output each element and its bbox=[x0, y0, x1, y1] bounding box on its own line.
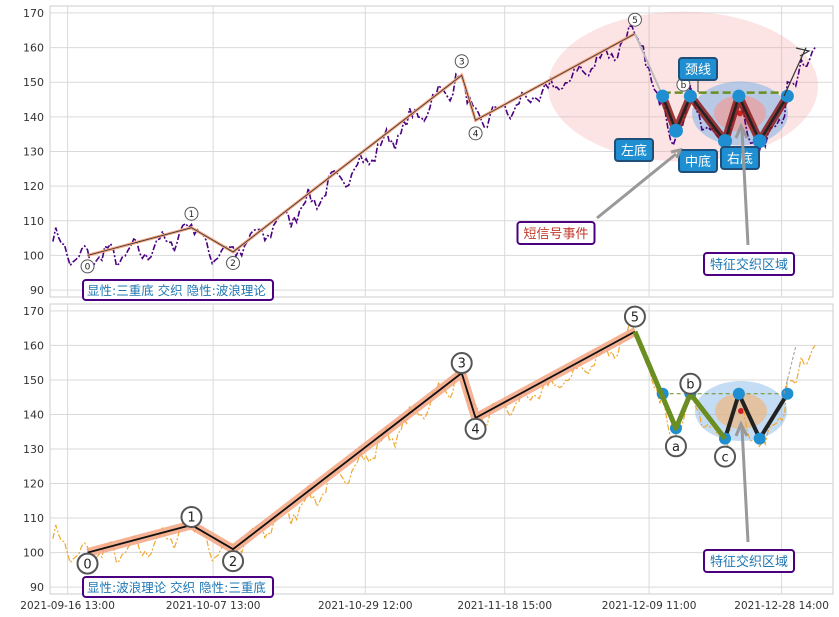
correction-label-circle bbox=[664, 435, 687, 458]
wave-label-circle bbox=[180, 505, 203, 528]
wave-line bbox=[87, 330, 636, 554]
wave-label: 2 bbox=[230, 259, 236, 269]
left-bottom-label: 左底 bbox=[621, 143, 647, 159]
right-bottom-label-box bbox=[720, 146, 760, 170]
wave-label-circle bbox=[627, 12, 642, 27]
x-tick-label: 2021-12-28 14:00 bbox=[734, 600, 829, 612]
x-tick-label: 2021-12-09 11:00 bbox=[602, 600, 697, 612]
y-tick-label: 140 bbox=[23, 408, 44, 421]
breakout-arrow-head bbox=[795, 47, 811, 57]
pattern-point bbox=[718, 134, 733, 149]
price-series bbox=[52, 24, 816, 268]
short-signal-label: 短信号事件 bbox=[523, 227, 588, 242]
feature-zone-arrow bbox=[734, 122, 750, 246]
wave-label-circle bbox=[454, 54, 469, 69]
y-tick-label: 110 bbox=[23, 512, 44, 525]
wave-label-circle bbox=[76, 552, 99, 575]
wave-label-extra: b bbox=[681, 81, 687, 91]
feature-zone-label-box bbox=[703, 549, 795, 573]
pattern-point bbox=[753, 432, 766, 445]
short-signal-label-box bbox=[516, 221, 596, 245]
wave-label: 3 bbox=[458, 357, 466, 372]
y-tick-label: 100 bbox=[23, 547, 44, 560]
wave-label-circle bbox=[184, 206, 199, 221]
wave-continuation bbox=[634, 33, 664, 97]
wave-label: 0 bbox=[83, 557, 91, 572]
wave-label: 1 bbox=[187, 511, 195, 526]
correction-label-circle bbox=[679, 372, 702, 395]
wave-label: 2 bbox=[229, 555, 237, 570]
y-tick-label: 120 bbox=[23, 180, 44, 193]
bottom-panel: 90 100 110 120 130 140 150 160 170 0 1 2 3 4 5 a b c 特征交织区… bbox=[23, 303, 834, 598]
x-tick-label: 2021-09-16 13:00 bbox=[20, 600, 115, 612]
correction-line bbox=[632, 330, 727, 441]
y-tick-label: 110 bbox=[23, 215, 44, 228]
y-tick-label: 90 bbox=[30, 284, 44, 297]
legend-box bbox=[82, 576, 274, 598]
feature-zone-arrow bbox=[734, 420, 750, 543]
wave-label: 3 bbox=[459, 58, 465, 68]
pattern-point bbox=[732, 387, 745, 400]
feature-zone-label-box bbox=[703, 252, 795, 276]
pattern-point bbox=[781, 387, 794, 400]
middle-bottom-label: 中底 bbox=[685, 154, 711, 170]
correction-label: c bbox=[721, 450, 728, 465]
wave-label: 4 bbox=[471, 423, 479, 438]
y-tick-label: 170 bbox=[23, 305, 44, 318]
pattern-point bbox=[656, 89, 670, 103]
x-tick-label: 2021-11-18 15:00 bbox=[457, 600, 552, 612]
legend-text: 显性:三重底 交织 隐性:波浪理论 bbox=[87, 283, 266, 298]
wave-label-circle bbox=[450, 352, 473, 375]
breakout-arrow bbox=[783, 345, 797, 394]
y-tick-label: 170 bbox=[23, 7, 44, 20]
wave-label: 5 bbox=[632, 16, 638, 26]
y-tick-label: 140 bbox=[23, 111, 44, 124]
y-tick-label: 160 bbox=[23, 339, 44, 352]
right-bottom-label: 右底 bbox=[727, 151, 753, 167]
wave-label-circle bbox=[226, 255, 241, 270]
correction-label-circle bbox=[714, 445, 737, 468]
wave-label: 5 bbox=[631, 310, 639, 325]
wave-label-circle bbox=[80, 259, 95, 274]
short-signal-arrow bbox=[596, 147, 683, 220]
y-tick-label: 120 bbox=[23, 478, 44, 491]
feature-zone-center bbox=[737, 110, 743, 117]
left-bottom-label-box bbox=[614, 138, 654, 162]
x-tick-label: 2021-10-29 12:00 bbox=[318, 600, 413, 612]
wave-label-circle bbox=[468, 126, 483, 141]
pattern-point bbox=[732, 89, 746, 103]
legend-box bbox=[82, 279, 274, 301]
feature-zone-center bbox=[738, 408, 744, 415]
pattern-point bbox=[752, 134, 767, 149]
y-tick-label: 90 bbox=[30, 581, 44, 594]
wave-label: 4 bbox=[473, 130, 479, 140]
feature-zone-label: 特征交织区域 bbox=[710, 554, 788, 570]
middle-bottom-label-box bbox=[678, 149, 718, 173]
wave-label: 0 bbox=[85, 263, 91, 273]
y-tick-label: 150 bbox=[23, 76, 44, 89]
wave-label-circle bbox=[464, 417, 487, 440]
feature-zone-label: 特征交织区域 bbox=[710, 257, 788, 273]
correction-label: b bbox=[686, 377, 694, 392]
wave-label-circle bbox=[222, 550, 245, 573]
y-tick-label: 100 bbox=[23, 249, 44, 262]
wave-line bbox=[87, 33, 636, 256]
neckline-label: 颈线 bbox=[685, 63, 711, 78]
breakout-arrow bbox=[783, 47, 807, 97]
pattern-point bbox=[683, 89, 697, 103]
y-tick-label: 130 bbox=[23, 443, 44, 456]
pattern-point bbox=[668, 123, 683, 138]
y-tick-label: 150 bbox=[23, 374, 44, 387]
wave-label-circle bbox=[623, 305, 646, 328]
legend-text: 显性:波浪理论 交织 隐性:三重底 bbox=[87, 580, 266, 595]
pattern-point bbox=[780, 89, 794, 103]
wave-label: 1 bbox=[189, 210, 195, 220]
correction-label: a bbox=[672, 440, 680, 455]
y-tick-label: 130 bbox=[23, 146, 44, 159]
top-panel: 90 100 110 120 130 140 150 160 170 0 1 2 3 4 5 b 颈线左底中底右… bbox=[23, 5, 834, 301]
x-tick-label: 2021-10-07 13:00 bbox=[166, 600, 261, 612]
y-tick-label: 160 bbox=[23, 42, 44, 55]
